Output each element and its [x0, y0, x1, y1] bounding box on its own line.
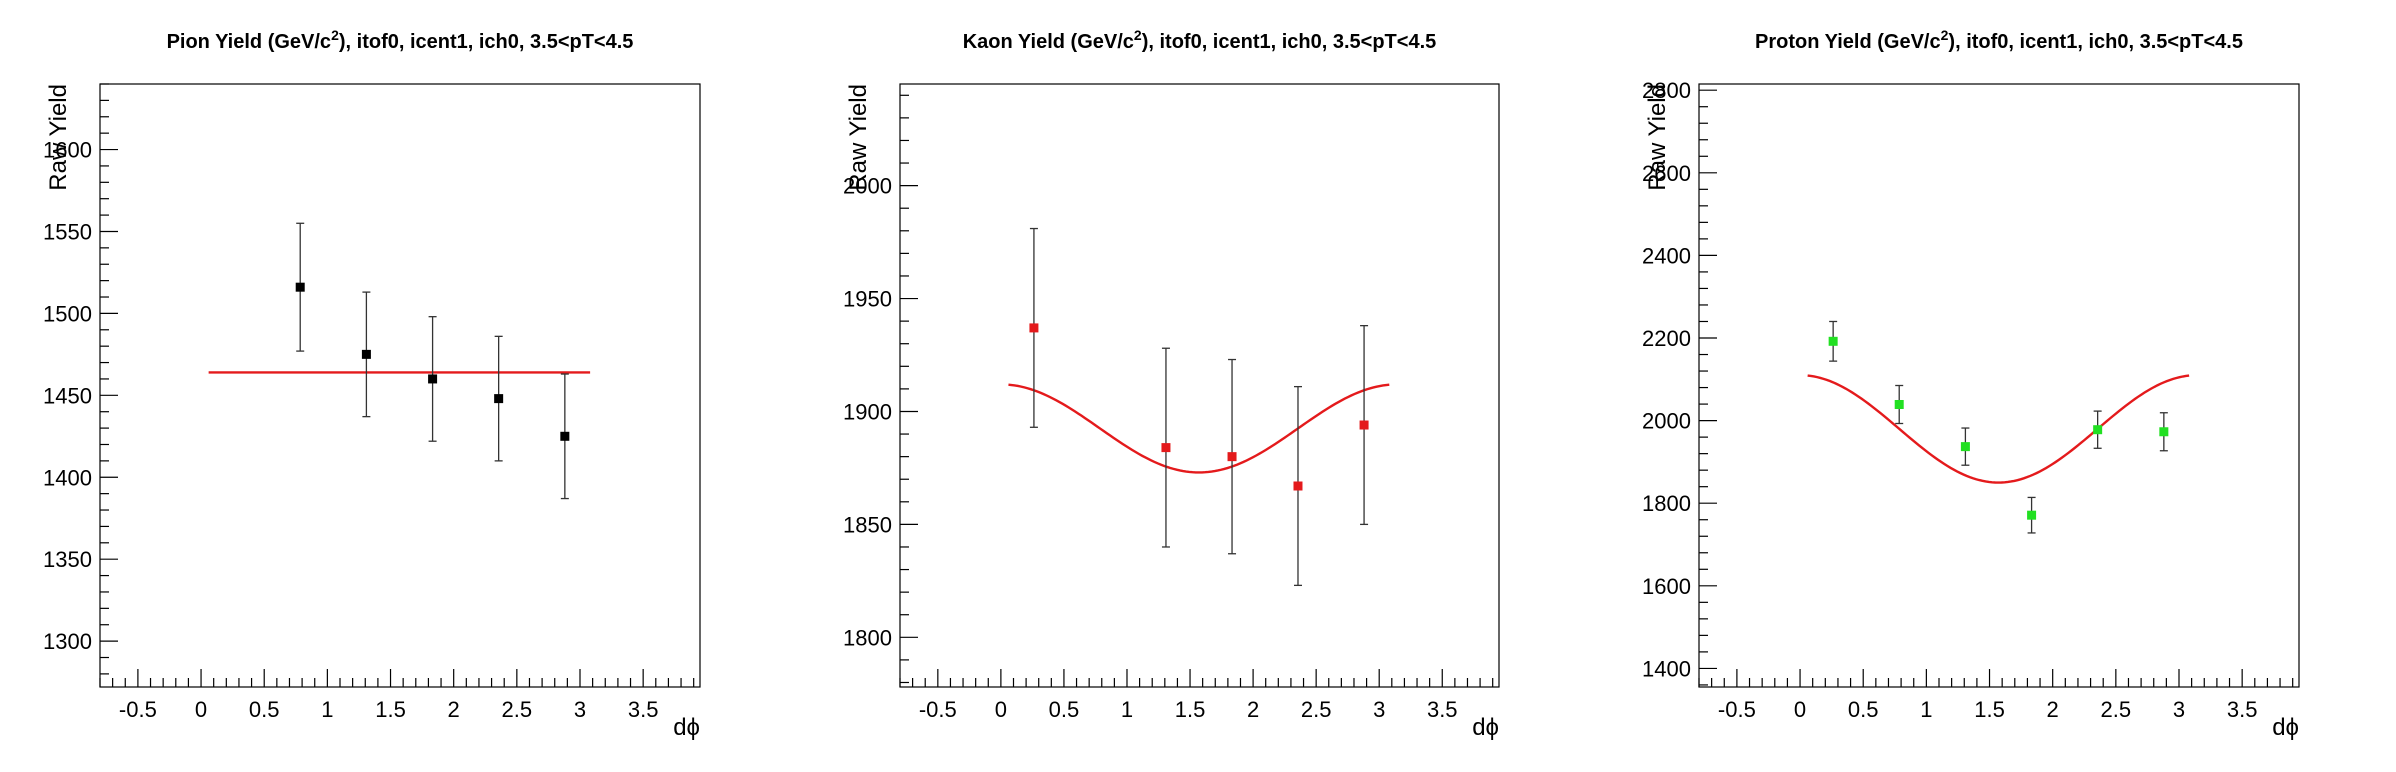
y-tick-label: 1500 — [43, 301, 92, 326]
pion-x-axis-label: dϕ — [673, 714, 700, 741]
x-tick-label: 2 — [2047, 697, 2059, 722]
x-tick-label: 3 — [574, 697, 586, 722]
y-tick-label: 1600 — [1642, 574, 1691, 599]
y-tick-label: 1350 — [43, 547, 92, 572]
pion-data-point — [361, 349, 371, 359]
title-main: Proton Yield (GeV/c — [1755, 31, 1941, 53]
x-tick-label: 0 — [195, 697, 207, 722]
x-tick-label: -0.5 — [1718, 697, 1756, 722]
proton-plot-frame — [1698, 83, 2300, 688]
x-tick-label: 1 — [1920, 697, 1932, 722]
title-superscript: 2 — [331, 27, 339, 43]
kaon-plot-frame — [899, 83, 1500, 688]
x-tick-label: 2.5 — [502, 697, 533, 722]
proton-y-axis-label: Raw Yield — [1644, 84, 1671, 191]
kaon-panel: Kaon Yield (GeV/c2), itof0, icent1, ich0… — [843, 27, 1500, 741]
y-tick-label: 2600 — [1642, 161, 1691, 186]
proton-x-axis-label: dϕ — [2272, 714, 2299, 741]
x-tick-label: 2 — [1247, 697, 1259, 722]
x-tick-label: 1 — [1121, 697, 1133, 722]
title-rest: ), itof0, icent1, ich0, 3.5<pT<4.5 — [339, 31, 634, 53]
kaon-title: Kaon Yield (GeV/c2), itof0, icent1, ich0… — [963, 27, 1437, 53]
x-tick-label: 0.5 — [249, 697, 280, 722]
y-tick-label: 2200 — [1642, 326, 1691, 351]
title-superscript: 2 — [1134, 27, 1142, 43]
kaon-data-point — [1359, 420, 1369, 430]
y-tick-label: 1550 — [43, 219, 92, 244]
proton-data-point — [2027, 510, 2037, 520]
y-tick-label: 1300 — [43, 629, 92, 654]
x-tick-label: 1.5 — [1175, 697, 1206, 722]
y-tick-label: 1400 — [43, 465, 92, 490]
panels: Pion Yield (GeV/c2), itof0, icent1, ich0… — [43, 27, 2300, 741]
proton-data-point — [1894, 399, 1904, 409]
title-main: Kaon Yield (GeV/c — [963, 31, 1134, 53]
x-tick-label: 0 — [1794, 697, 1806, 722]
y-tick-label: 2400 — [1642, 243, 1691, 268]
proton-data-point — [1960, 442, 1970, 452]
x-tick-label: 3 — [2173, 697, 2185, 722]
y-tick-label: 1800 — [1642, 491, 1691, 516]
y-tick-label: 1900 — [843, 399, 892, 424]
y-tick-label: 2000 — [1642, 409, 1691, 434]
kaon-x-axis-label: dϕ — [1472, 714, 1499, 741]
y-tick-label: 2800 — [1642, 78, 1691, 103]
y-tick-label: 1450 — [43, 383, 92, 408]
kaon-data-point — [1029, 323, 1039, 333]
proton-panel: Proton Yield (GeV/c2), itof0, icent1, ic… — [1642, 27, 2300, 741]
x-tick-label: 0.5 — [1848, 697, 1879, 722]
pion-title: Pion Yield (GeV/c2), itof0, icent1, ich0… — [167, 27, 634, 53]
x-tick-label: 3 — [1373, 697, 1385, 722]
kaon-y-axis-label: Raw Yield — [845, 84, 872, 191]
pion-panel: Pion Yield (GeV/c2), itof0, icent1, ich0… — [43, 27, 701, 741]
pion-y-axis-label: Raw Yield — [45, 84, 72, 191]
proton-data-point — [2159, 427, 2169, 437]
pion-data-point — [560, 431, 570, 441]
title-rest: ), itof0, icent1, ich0, 3.5<pT<4.5 — [1142, 31, 1437, 53]
proton-fit-curve — [1807, 374, 2190, 484]
proton-title: Proton Yield (GeV/c2), itof0, icent1, ic… — [1755, 27, 2243, 53]
x-tick-label: 2.5 — [1301, 697, 1332, 722]
x-tick-label: -0.5 — [119, 697, 157, 722]
x-tick-label: 2 — [448, 697, 460, 722]
y-tick-label: 1800 — [843, 625, 892, 650]
proton-data-point — [2093, 425, 2103, 435]
x-tick-label: 0.5 — [1049, 697, 1080, 722]
y-tick-label: 1600 — [43, 138, 92, 163]
x-tick-label: 1.5 — [1974, 697, 2005, 722]
x-tick-label: 1.5 — [375, 697, 406, 722]
pion-data-point — [295, 282, 305, 292]
title-rest: ), itof0, icent1, ich0, 3.5<pT<4.5 — [1948, 31, 2243, 53]
x-tick-label: 0 — [995, 697, 1007, 722]
kaon-data-point — [1293, 481, 1303, 491]
kaon-data-point — [1227, 452, 1237, 462]
x-tick-label: 3.5 — [1427, 697, 1458, 722]
title-main: Pion Yield (GeV/c — [167, 31, 332, 53]
proton-data-point — [1828, 336, 1838, 346]
pion-data-point — [428, 374, 438, 384]
x-tick-label: -0.5 — [919, 697, 957, 722]
x-tick-label: 3.5 — [2227, 697, 2258, 722]
title-superscript: 2 — [1941, 27, 1949, 43]
pion-plot-frame — [99, 83, 701, 688]
kaon-fit-curve — [1008, 383, 1390, 474]
x-tick-label: 2.5 — [2101, 697, 2132, 722]
y-tick-label: 1950 — [843, 287, 892, 312]
kaon-data-point — [1161, 443, 1171, 453]
y-tick-label: 1850 — [843, 512, 892, 537]
y-tick-label: 2000 — [843, 174, 892, 199]
y-tick-label: 1400 — [1642, 656, 1691, 681]
pion-data-point — [494, 394, 504, 404]
x-tick-label: 1 — [321, 697, 333, 722]
x-tick-label: 3.5 — [628, 697, 659, 722]
